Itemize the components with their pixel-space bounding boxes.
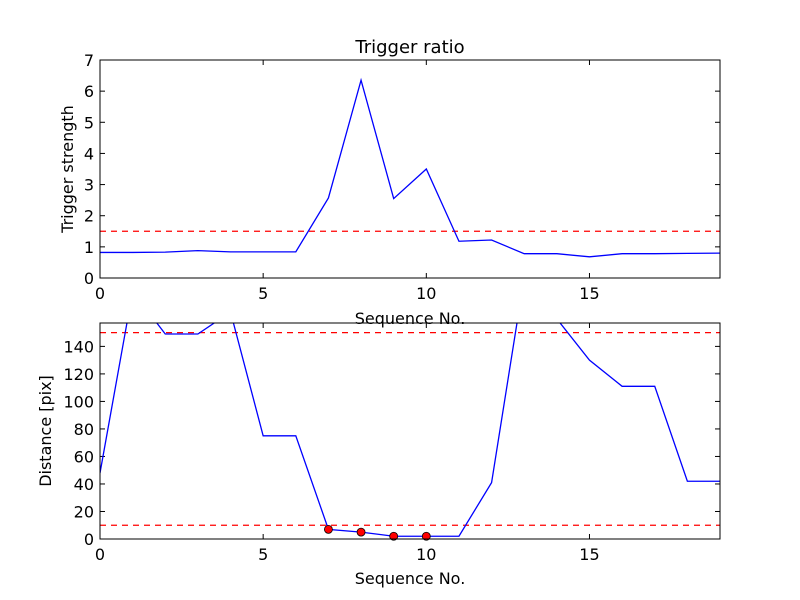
y-tick-label: 100	[63, 392, 94, 411]
x-axis-label: Sequence No.	[355, 309, 466, 328]
x-tick-label: 5	[258, 284, 268, 303]
chart-title: Trigger ratio	[354, 37, 464, 58]
x-tick-label: 10	[416, 284, 436, 303]
y-tick-label: 0	[84, 530, 94, 549]
data-point-marker	[356, 527, 366, 537]
y-axis-label: Trigger strength	[58, 105, 77, 234]
y-tick-label: 7	[84, 51, 94, 70]
series-line	[100, 323, 720, 537]
x-tick-label: 15	[579, 284, 599, 303]
x-tick-label: 10	[416, 545, 436, 564]
y-tick-label: 1	[84, 238, 94, 257]
y-tick-label: 140	[63, 337, 94, 356]
y-tick-label: 80	[74, 420, 94, 439]
x-tick-label: 5	[258, 545, 268, 564]
y-tick-label: 2	[84, 207, 94, 226]
y-tick-label: 60	[74, 447, 94, 466]
plot-area	[100, 77, 720, 258]
chart-trigger-ratio: Trigger ratio Sequence No. Trigger stren…	[58, 37, 721, 328]
tick-group: 0 5 10 15 0 1 2 3 4 5 6 7	[84, 51, 720, 303]
chart-distance: Sequence No. Distance [pix] 0 5 10 15 0 20 40 6…	[36, 322, 721, 588]
x-axis-label: Sequence No.	[355, 569, 466, 588]
marker-group	[324, 524, 431, 541]
series-line	[100, 77, 720, 258]
x-tick-label: 0	[95, 545, 105, 564]
data-point-marker	[421, 531, 431, 541]
axes-frame	[99, 322, 721, 540]
data-point-marker	[324, 524, 333, 534]
y-tick-label: 3	[84, 176, 94, 195]
y-tick-label: 120	[63, 365, 94, 384]
x-tick-label: 0	[95, 284, 105, 303]
y-tick-label: 4	[84, 144, 94, 163]
y-tick-label: 6	[84, 82, 94, 101]
y-tick-label: 20	[74, 502, 94, 521]
y-axis-label: Distance [pix]	[36, 375, 55, 487]
axes-frame	[99, 59, 721, 279]
data-point-marker	[389, 531, 399, 541]
plot-area	[100, 323, 720, 537]
tick-group: 0 5 10 15 0 20 40 60 80 100 120 140	[63, 323, 720, 564]
y-tick-label: 40	[74, 475, 94, 494]
x-tick-label: 15	[579, 545, 599, 564]
y-tick-label: 0	[84, 269, 94, 288]
y-tick-label: 5	[84, 113, 94, 132]
